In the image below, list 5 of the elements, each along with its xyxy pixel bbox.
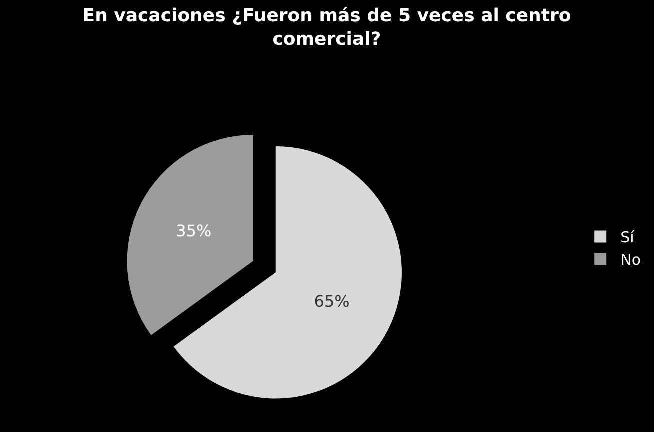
legend-label: Sí — [620, 228, 636, 247]
legend-label: No — [620, 251, 642, 270]
data-label: 65% — [314, 292, 350, 311]
data-label: 35% — [176, 221, 212, 240]
chart-title: En vacaciones ¿Fueron más de 5 veces al centro comercial? — [82, 6, 572, 50]
